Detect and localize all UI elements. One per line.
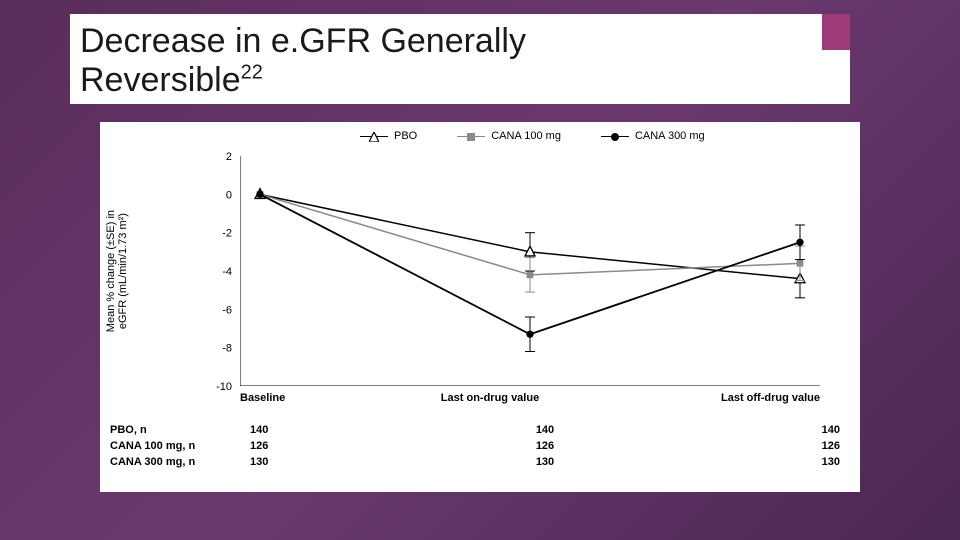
cell-0-1: 140 (440, 424, 640, 436)
ylabel-line2: eGFR (mL/min/1.73 m²) (117, 213, 129, 329)
square-filled-icon (466, 132, 476, 142)
slide-title: Decrease in e.GFR Generally Reversible22 (80, 22, 840, 100)
cell-2-2: 130 (640, 456, 840, 468)
cell-2-1: 130 (440, 456, 640, 468)
triangle-open-icon (369, 132, 379, 142)
legend-item-pbo: PBO (360, 130, 417, 142)
cell-1-1: 126 (440, 440, 640, 452)
title-line2-pre: Reversible (80, 61, 241, 99)
table-row: CANA 100 mg, n 126 126 126 (110, 438, 840, 454)
chart-svg (240, 156, 820, 386)
svg-text:-6: -6 (222, 304, 232, 316)
circle-filled-icon (610, 132, 620, 142)
svg-text:-8: -8 (222, 343, 232, 355)
y-axis-title: Mean % change (±SE) in eGFR (mL/min/1.73… (108, 156, 126, 386)
legend-label-1: CANA 100 mg (491, 130, 561, 142)
svg-text:0: 0 (226, 189, 232, 201)
n-table: PBO, n 140 140 140 CANA 100 mg, n 126 12… (110, 422, 840, 470)
plot-area (240, 156, 820, 386)
legend-item-cana100: CANA 100 mg (457, 130, 561, 142)
legend-item-cana300: CANA 300 mg (601, 130, 705, 142)
svg-text:-4: -4 (222, 266, 232, 278)
table-row: CANA 300 mg, n 130 130 130 (110, 454, 840, 470)
legend-label-2: CANA 300 mg (635, 130, 705, 142)
ylabel-line1: Mean % change (±SE) in (105, 210, 117, 332)
svg-text:-2: -2 (222, 228, 232, 240)
legend-label-0: PBO (394, 130, 417, 142)
xtick-0: Baseline (240, 392, 320, 404)
xtick-2: Last off-drug value (660, 392, 820, 404)
row-label-1: CANA 100 mg, n (110, 440, 240, 452)
row-label-0: PBO, n (110, 424, 240, 436)
cell-1-0: 126 (240, 440, 440, 452)
title-sup: 22 (241, 62, 263, 84)
svg-text:-10: -10 (216, 381, 232, 393)
accent-corner (822, 14, 850, 50)
svg-text:2: 2 (226, 151, 232, 163)
y-ticks: 2 0 -2 -4 -6 -8 -10 (200, 146, 240, 396)
cell-2-0: 130 (240, 456, 440, 468)
cell-0-2: 140 (640, 424, 840, 436)
chart-card: PBO CANA 100 mg CANA 300 mg Mean % chang… (100, 122, 860, 492)
xtick-1: Last on-drug value (410, 392, 570, 404)
table-row: PBO, n 140 140 140 (110, 422, 840, 438)
title-block: Decrease in e.GFR Generally Reversible22 (70, 14, 850, 104)
title-line1: Decrease in e.GFR Generally (80, 22, 526, 60)
cell-1-2: 126 (640, 440, 840, 452)
cell-0-0: 140 (240, 424, 440, 436)
row-label-2: CANA 300 mg, n (110, 456, 240, 468)
legend: PBO CANA 100 mg CANA 300 mg (360, 130, 705, 142)
x-tick-labels: Baseline Last on-drug value Last off-dru… (240, 392, 820, 404)
